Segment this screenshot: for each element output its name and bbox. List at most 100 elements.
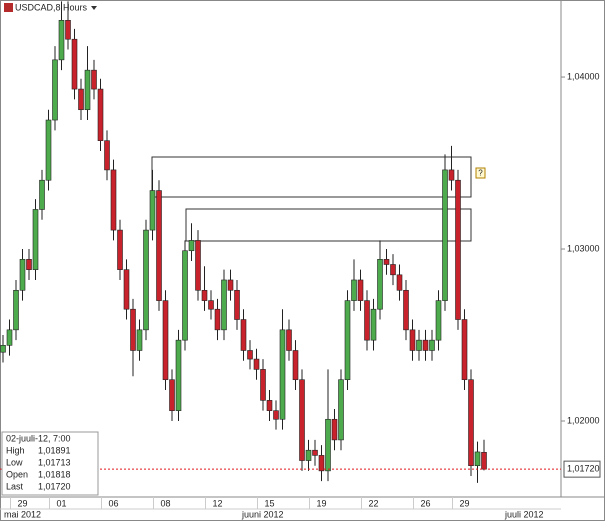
candle-body bbox=[253, 358, 260, 370]
candle-body bbox=[143, 229, 149, 331]
candle-body bbox=[117, 229, 123, 270]
candle-body bbox=[104, 140, 110, 171]
info-value: 1,01713 bbox=[38, 457, 71, 467]
candle-body bbox=[58, 19, 65, 61]
month-label: juuni 2012 bbox=[241, 509, 284, 519]
candle-body bbox=[123, 269, 130, 310]
candle-body bbox=[468, 379, 474, 467]
candle-body bbox=[240, 319, 247, 351]
candle-body bbox=[331, 418, 338, 441]
candle-body bbox=[383, 259, 390, 265]
candle-body bbox=[481, 451, 487, 470]
candle-body bbox=[455, 179, 461, 320]
candle-body bbox=[286, 329, 292, 351]
x-tick-label: 29 bbox=[17, 498, 27, 508]
candle-body bbox=[429, 339, 435, 351]
info-key: High bbox=[6, 445, 25, 455]
x-tick-label: 29 bbox=[459, 498, 469, 508]
candle-body bbox=[338, 379, 344, 441]
x-tick-label: 01 bbox=[56, 498, 66, 508]
candle-body bbox=[370, 308, 377, 341]
candle-body bbox=[390, 264, 396, 276]
candle-body bbox=[156, 190, 162, 301]
candle-body bbox=[442, 169, 448, 301]
candle-body bbox=[71, 38, 78, 90]
candle-body bbox=[201, 289, 208, 301]
candle-body bbox=[435, 300, 442, 341]
candle-body bbox=[19, 259, 26, 291]
x-tick-label: 06 bbox=[108, 498, 118, 508]
x-tick-label: 08 bbox=[160, 498, 170, 508]
candle-body bbox=[26, 259, 32, 270]
last-price-box bbox=[563, 460, 601, 478]
candle-body bbox=[214, 308, 221, 331]
last-price-label: 1,01720 bbox=[567, 464, 600, 474]
candle-body bbox=[78, 88, 84, 111]
candle-body bbox=[162, 300, 169, 381]
candle-body bbox=[227, 279, 234, 291]
candle-body bbox=[188, 240, 195, 252]
candle-body bbox=[6, 329, 13, 346]
x-tick-label: 12 bbox=[212, 498, 222, 508]
candle-body bbox=[149, 190, 156, 231]
candle-body bbox=[260, 369, 266, 401]
month-label: mai 2012 bbox=[4, 509, 41, 519]
info-key: Low bbox=[6, 457, 23, 467]
x-tick-label: 15 bbox=[264, 498, 274, 508]
candle-body bbox=[299, 379, 305, 461]
candle-body bbox=[97, 88, 104, 141]
candle-body bbox=[45, 119, 52, 181]
candle-body bbox=[325, 418, 331, 472]
info-date: 02-juuli-12, 7:00 bbox=[6, 433, 71, 443]
candle-body bbox=[266, 400, 273, 411]
marker-label[interactable]: ? bbox=[478, 169, 483, 178]
candle-body bbox=[409, 329, 416, 351]
info-value: 1,01891 bbox=[38, 445, 71, 455]
candle-body bbox=[65, 19, 71, 40]
candle-body bbox=[318, 455, 325, 472]
info-key: Open bbox=[6, 469, 28, 479]
x-tick-label: 19 bbox=[316, 498, 326, 508]
candle-body bbox=[364, 300, 370, 341]
candle-body bbox=[279, 329, 286, 420]
candle-body bbox=[422, 339, 429, 351]
candle-body bbox=[110, 169, 117, 231]
candle-body bbox=[247, 350, 253, 360]
candle-body bbox=[13, 289, 19, 331]
info-value: 1,01818 bbox=[38, 469, 71, 479]
candle-body bbox=[416, 339, 422, 351]
candle-body bbox=[357, 279, 364, 301]
x-tick-label: 26 bbox=[420, 498, 430, 508]
candle-body bbox=[461, 319, 468, 381]
candle-body bbox=[208, 300, 214, 310]
dropdown-arrow bbox=[91, 6, 97, 10]
symbol-icon bbox=[4, 3, 13, 12]
y-tick-label: 1,04000 bbox=[567, 71, 600, 81]
info-key: Last bbox=[6, 481, 24, 491]
candle-body bbox=[0, 345, 6, 353]
candle-body bbox=[396, 274, 403, 291]
candle-body bbox=[52, 59, 58, 121]
candle-body bbox=[344, 300, 351, 381]
info-box-frame bbox=[1, 431, 99, 496]
chart-title: USDCAD,8 Hours bbox=[15, 2, 88, 12]
candle-body bbox=[305, 449, 312, 461]
candle-body bbox=[351, 279, 357, 301]
marker-box[interactable] bbox=[475, 167, 486, 179]
candle-body bbox=[448, 169, 455, 181]
candle-body bbox=[130, 308, 136, 351]
y-tick-label: 1,02000 bbox=[567, 415, 600, 425]
candle-body bbox=[91, 69, 97, 90]
x-tick-label: 22 bbox=[368, 498, 378, 508]
candle-body bbox=[234, 289, 240, 320]
candle-body bbox=[403, 289, 409, 331]
annotation-box bbox=[185, 208, 472, 242]
info-box: 02-juuli-12, 7:00 High 1,01891 Low 1,01713 O… bbox=[1, 431, 99, 496]
candle-body bbox=[273, 410, 279, 420]
candle-body bbox=[292, 350, 299, 381]
y-tick-label: 1,03000 bbox=[567, 243, 600, 253]
month-label: juuli 2012 bbox=[504, 509, 544, 519]
candle-body bbox=[169, 379, 175, 411]
candle-body bbox=[195, 240, 201, 291]
